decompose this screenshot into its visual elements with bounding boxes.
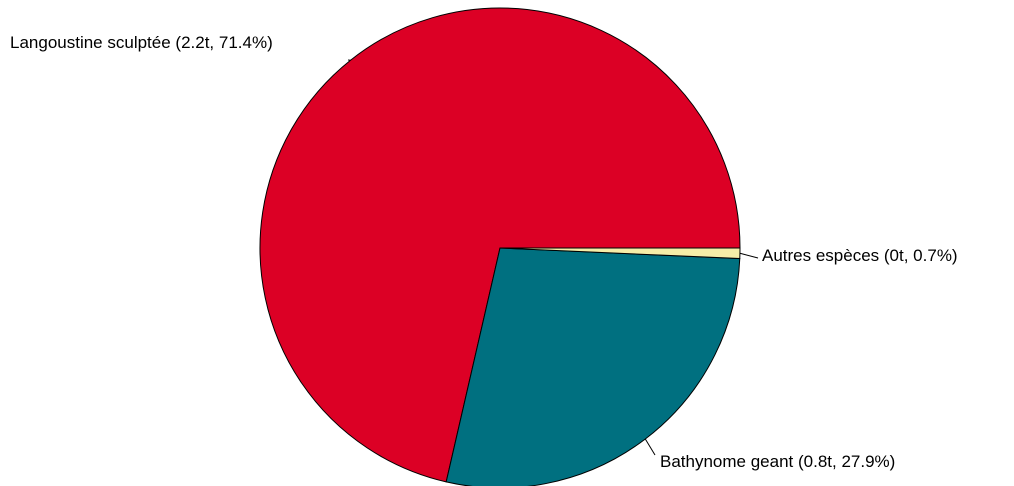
pie-slice-bathynome xyxy=(445,247,741,486)
slice-label-langoustine: Langoustine sculptée (2.2t, 71.4%) xyxy=(10,33,273,52)
label-leader-lines xyxy=(347,59,759,456)
pie-slices xyxy=(259,7,741,486)
leader-line-bathynome xyxy=(644,438,656,456)
leader-line-autres xyxy=(739,252,759,259)
slice-label-bathynome: Bathynome geant (0.8t, 27.9%) xyxy=(660,452,895,471)
slice-label-autres: Autres espèces (0t, 0.7%) xyxy=(762,246,958,265)
